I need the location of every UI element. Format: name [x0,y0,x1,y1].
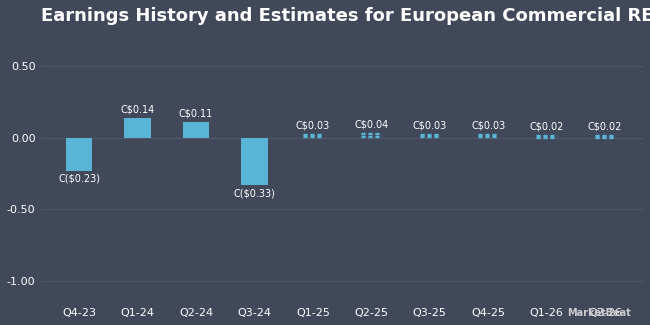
Text: C$0.03: C$0.03 [296,121,330,130]
Bar [241,138,268,185]
Text: C$0.02: C$0.02 [530,122,564,132]
Text: C$0.02: C$0.02 [588,122,622,132]
Text: MarketBeat: MarketBeat [567,308,630,318]
Text: C($0.33): C($0.33) [233,188,276,198]
Text: C$0.03: C$0.03 [413,121,447,130]
Text: Earnings History and Estimates for European Commercial REIT: Earnings History and Estimates for Europ… [41,7,650,25]
Text: C($0.23): C($0.23) [58,174,100,184]
Text: C$0.14: C$0.14 [120,105,155,115]
Bar [66,138,92,171]
Bar [183,122,209,138]
Text: C$0.03: C$0.03 [471,121,505,130]
Bar [124,118,151,138]
Text: C$0.04: C$0.04 [354,119,389,129]
Text: C$0.11: C$0.11 [179,109,213,119]
